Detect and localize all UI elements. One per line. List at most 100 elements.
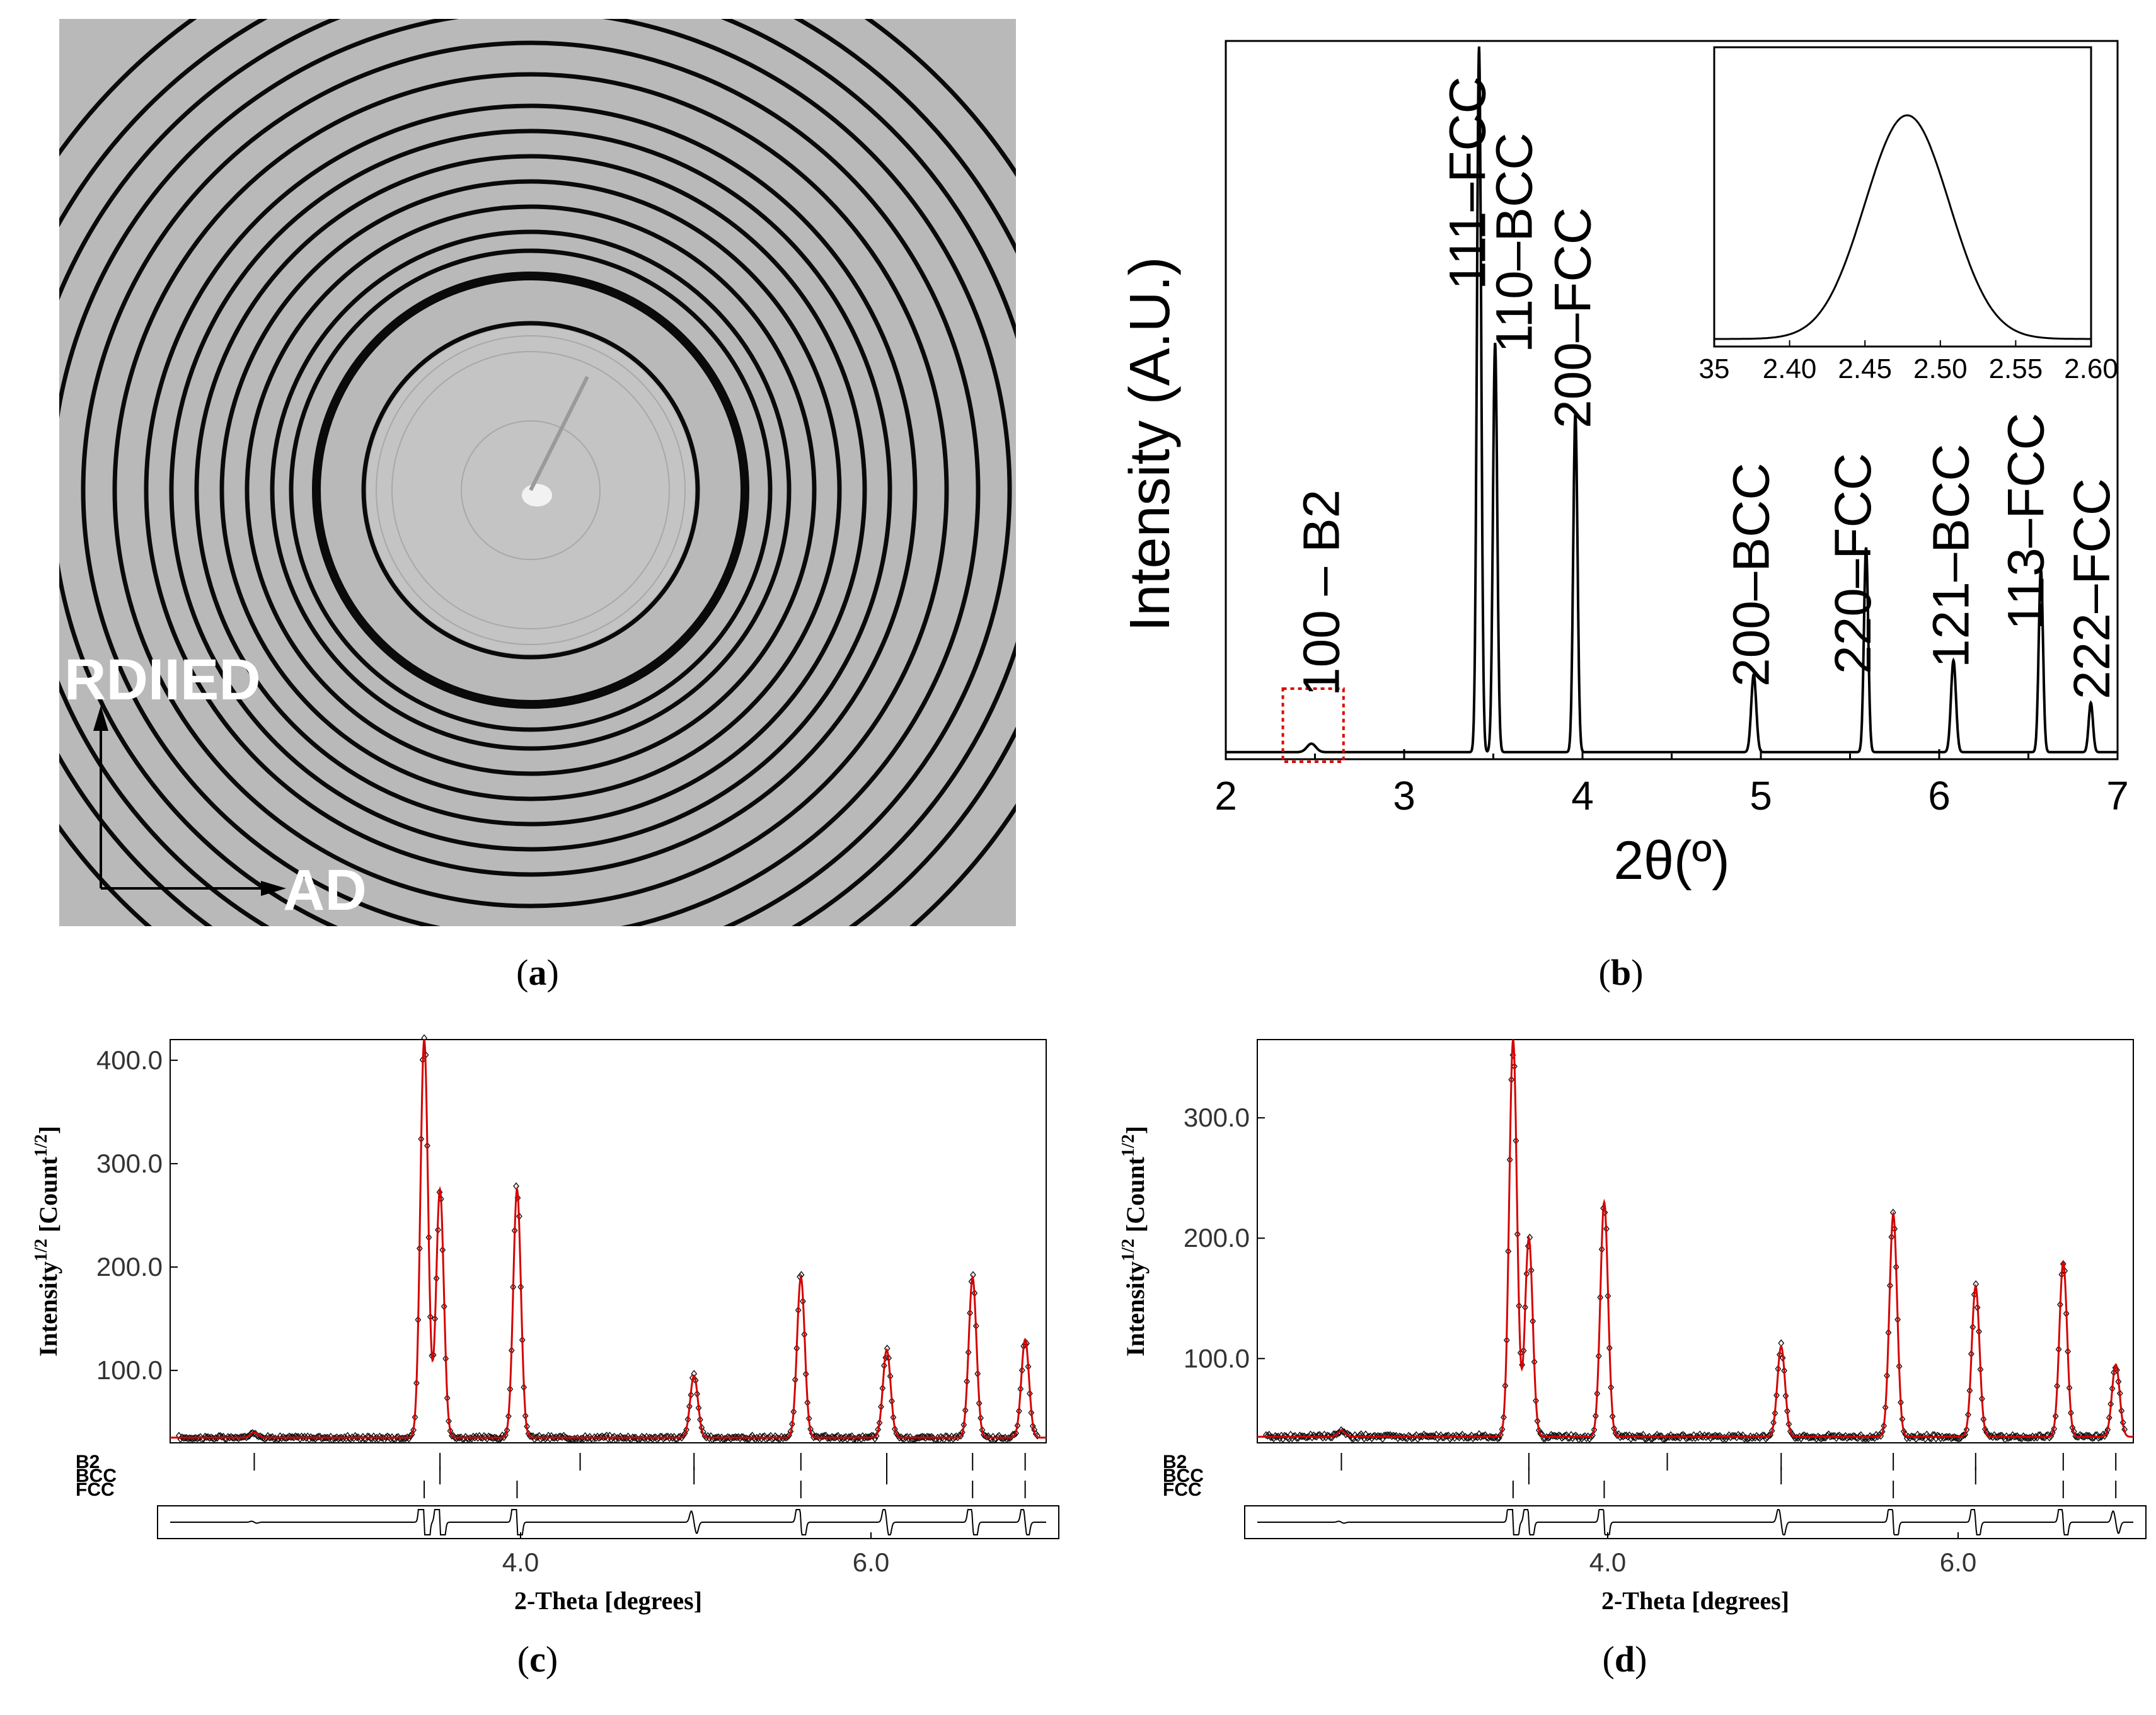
observed-point bbox=[1629, 1432, 1636, 1440]
observed-point bbox=[1680, 1431, 1686, 1439]
observed-point bbox=[1468, 1431, 1475, 1440]
caption-b: (b) bbox=[1598, 952, 1644, 993]
observed-point bbox=[329, 1436, 336, 1444]
chart-d: 100.0 200.0 300.0 Intensity1/2 [Count1/2] B2… bbox=[1119, 1039, 2147, 1615]
observed-point bbox=[502, 1431, 509, 1439]
peak-label: 200–FCC bbox=[1545, 207, 1602, 428]
observed-point bbox=[1625, 1433, 1631, 1441]
observed-point bbox=[1417, 1432, 1424, 1440]
x-tick-label: 4 bbox=[1571, 773, 1594, 818]
panel-b: 2 3 4 5 6 7 2θ(º) Intensity (A.U.) 100 – B2 111–F… bbox=[1071, 13, 2156, 932]
observed-point bbox=[1555, 1431, 1562, 1440]
observed-point bbox=[1346, 1430, 1352, 1439]
observed-point bbox=[1618, 1432, 1625, 1440]
observed-point bbox=[821, 1431, 827, 1440]
x-tick-label: 6.0 bbox=[853, 1547, 889, 1577]
observed-point bbox=[834, 1431, 841, 1440]
peak-label: 121–BCC bbox=[1923, 444, 1980, 668]
observed-point bbox=[611, 1432, 618, 1441]
rd-arrowhead bbox=[93, 706, 108, 731]
observed-point bbox=[1392, 1432, 1398, 1440]
observed-point bbox=[1457, 1432, 1464, 1440]
observed-point bbox=[381, 1436, 388, 1444]
observed-point bbox=[267, 1433, 274, 1442]
observed-point bbox=[294, 1433, 301, 1441]
observed-point bbox=[1430, 1432, 1436, 1440]
observed-point bbox=[315, 1432, 322, 1441]
observed-point bbox=[868, 1431, 875, 1440]
observed-point bbox=[1830, 1431, 1836, 1440]
observed-point bbox=[677, 1432, 684, 1441]
observed-point bbox=[708, 1432, 714, 1440]
observed-point bbox=[533, 1433, 539, 1442]
y-tick-label: 400.0 bbox=[96, 1045, 163, 1075]
diffraction-ring bbox=[59, 19, 1012, 926]
observed-point bbox=[2092, 1431, 2099, 1439]
observed-point bbox=[822, 1431, 829, 1440]
observed-point bbox=[543, 1433, 550, 1442]
observed-point bbox=[1300, 1432, 1306, 1440]
phase-label: B2 bbox=[76, 1452, 100, 1472]
observed-point bbox=[1850, 1432, 1857, 1440]
observed-point bbox=[492, 1433, 498, 1442]
observed-point bbox=[1638, 1432, 1645, 1440]
observed-point bbox=[1263, 1431, 1269, 1439]
phase-label: FCC bbox=[1163, 1479, 1202, 1500]
observed-point bbox=[1758, 1433, 1765, 1441]
observed-point bbox=[1738, 1433, 1744, 1441]
observed-point bbox=[1857, 1431, 1864, 1439]
observed-point bbox=[864, 1433, 870, 1442]
beam-stop-arm bbox=[529, 376, 589, 491]
observed-point bbox=[2012, 1432, 2019, 1441]
inset-x-tick-label: 2.60 bbox=[2064, 353, 2118, 384]
ad-arrowhead bbox=[261, 881, 286, 896]
observed-point bbox=[1637, 1432, 1644, 1440]
x-tick-label: 4.0 bbox=[502, 1547, 539, 1577]
plot-frame bbox=[1257, 1039, 2134, 1443]
y-axis-label: Intensity1/2 [Count1/2] bbox=[1119, 1126, 1150, 1357]
x-axis-label: 2θ(º) bbox=[1613, 830, 1729, 891]
observed-point bbox=[2032, 1433, 2039, 1441]
observed-point bbox=[1739, 1431, 1746, 1440]
observed-point bbox=[1900, 1427, 1907, 1436]
observed-point bbox=[846, 1433, 852, 1442]
observed-point bbox=[1709, 1433, 1715, 1441]
x-tick-label: 3 bbox=[1393, 773, 1415, 818]
observed-point bbox=[536, 1431, 543, 1440]
observed-point bbox=[1431, 1433, 1438, 1441]
caption-a: (a) bbox=[516, 952, 559, 993]
observed-point bbox=[1497, 1431, 1504, 1439]
inset-x-tick-label: 35 bbox=[1699, 353, 1730, 384]
observed-point bbox=[1568, 1431, 1574, 1439]
peak-label: 100 – B2 bbox=[1293, 490, 1351, 696]
x-tick-label: 2 bbox=[1214, 773, 1237, 818]
observed-point bbox=[1827, 1433, 1833, 1441]
observed-point bbox=[291, 1433, 297, 1442]
observed-point bbox=[448, 1431, 455, 1440]
observed-point bbox=[1698, 1432, 1705, 1440]
y-axis-label: Intensity (A.U.) bbox=[1119, 256, 1182, 631]
observed-point bbox=[208, 1433, 214, 1442]
observed-point bbox=[1620, 1432, 1627, 1441]
observed-point bbox=[487, 1433, 493, 1441]
rd-label: RDIIED bbox=[64, 648, 261, 712]
observed-point bbox=[233, 1433, 239, 1442]
observed-point bbox=[513, 1182, 519, 1190]
y-tick-label: 300.0 bbox=[1184, 1103, 1250, 1132]
diffraction-ring bbox=[312, 272, 749, 709]
observed-point bbox=[1445, 1431, 1452, 1440]
observed-point bbox=[848, 1432, 855, 1440]
diffraction-ring bbox=[391, 351, 670, 629]
observed-point bbox=[1930, 1431, 1936, 1439]
observed-point bbox=[907, 1433, 914, 1441]
phase-label: BCC bbox=[1163, 1465, 1204, 1486]
observed-point bbox=[646, 1433, 653, 1442]
observed-point bbox=[237, 1433, 244, 1442]
observed-point bbox=[2043, 1431, 2049, 1440]
observed-point bbox=[529, 1432, 536, 1440]
observed-point bbox=[1444, 1431, 1450, 1440]
observed-point bbox=[919, 1433, 926, 1441]
observed-point bbox=[662, 1433, 668, 1442]
x-tick-label: 4.0 bbox=[1589, 1547, 1626, 1577]
observed-point bbox=[1324, 1431, 1331, 1440]
